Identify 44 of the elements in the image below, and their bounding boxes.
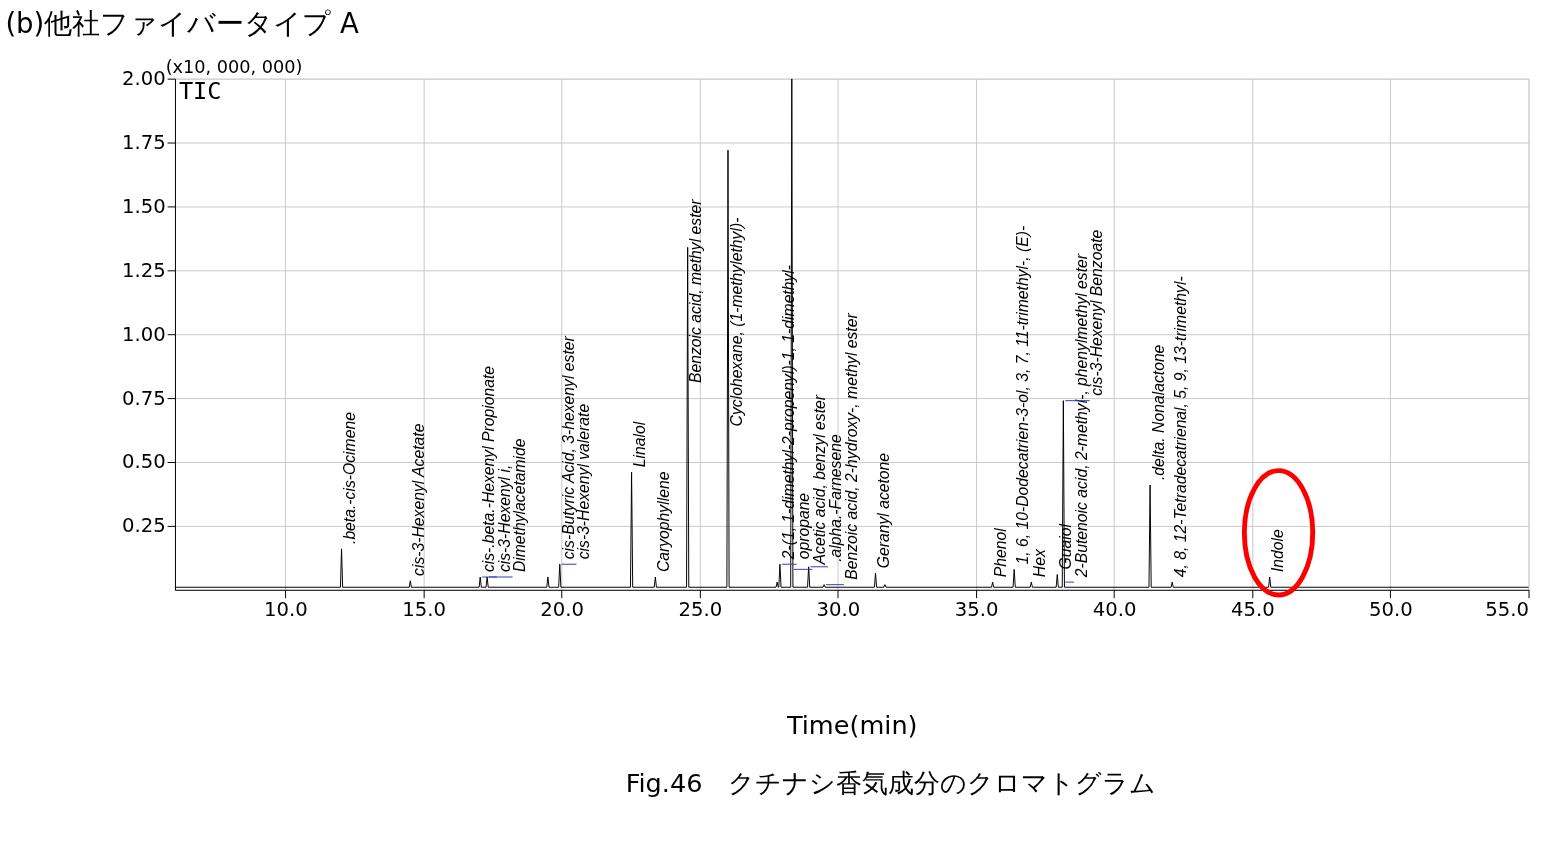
annotation: Phenol — [992, 527, 1010, 578]
x-tick-label: 10.0 — [264, 597, 308, 621]
x-axis-title: Time(min) — [785, 709, 918, 740]
y-tick-label: 0.75 — [121, 386, 166, 410]
annotation: 4, 8, 12-Tetradecatrienal, 5, 9, 13-trimethyl- — [1171, 276, 1189, 578]
annotation: Caryophyllene — [655, 471, 673, 573]
annotation: 2-Butenoic acid, 2-methyl-, phenylmethyl ester — [1072, 253, 1090, 579]
x-tick-label: 45.0 — [1230, 597, 1275, 621]
annotation: Cyclohexane, (1-methylethyl)- — [727, 217, 745, 427]
x-tick-label: 30.0 — [816, 597, 861, 621]
annotation: .delta. Nonalactone — [1149, 344, 1167, 481]
annotation: cis-.beta.-Hexenyl Propionate — [479, 365, 497, 573]
caption: Fig.46 クチナシ香気成分のクロマトグラム — [625, 768, 1157, 799]
annotation: 2-(1, 1-dimethyl-2-propenyl)-1, 1-dimethyl- — [779, 264, 797, 561]
annotation: Indole — [1269, 529, 1287, 573]
annotation: Linalol — [631, 421, 649, 468]
annotation: cis-3-Hexenyl valerate — [575, 403, 593, 560]
x-tick-label: 35.0 — [954, 597, 999, 621]
y-axis-title: (x10, 000, 000) — [165, 57, 303, 78]
annotation: Hex — [1031, 548, 1049, 578]
annotation: cis-3-Hexenyl i, — [495, 464, 513, 573]
annotation: 1, 6, 10-Dodecatrien-3-ol, 3, 7, 11-trimethyl-, (E)- — [1013, 225, 1031, 565]
x-tick-label: 40.0 — [1092, 597, 1137, 621]
annotation: Benzoic acid, methyl ester — [687, 198, 705, 383]
y-tick-label: 1.75 — [121, 130, 166, 154]
chart-title: (b)他社ファイバータイプ A — [5, 7, 360, 40]
x-tick-label: 15.0 — [402, 597, 446, 621]
annotation: .beta.-cis-Ocimene — [341, 411, 359, 544]
x-tick-label: 55.0 — [1485, 597, 1530, 621]
annotation: Acetic acid, benzyl ester — [811, 394, 829, 566]
y-tick-label: 0.25 — [121, 514, 166, 538]
y-tick-label: 1.25 — [121, 258, 166, 282]
x-tick-label: 20.0 — [540, 597, 585, 621]
annotation: cis-Butyric Acid, 3-hexenyl ester — [559, 335, 577, 560]
x-tick-label: 25.0 — [678, 597, 723, 621]
y-tick-label: 0.50 — [121, 450, 166, 474]
annotation: TIC — [178, 77, 222, 106]
x-tick-label: 50.0 — [1369, 597, 1413, 621]
y-tick-label: 2.00 — [121, 67, 166, 91]
annotation: cis-3-Hexenyl Acetate — [410, 423, 428, 576]
annotation: Geranyl acetone — [875, 452, 893, 569]
y-tick-label: 1.00 — [121, 322, 166, 346]
annotation: Guaiol — [1057, 523, 1075, 570]
y-tick-label: 1.50 — [121, 194, 166, 218]
